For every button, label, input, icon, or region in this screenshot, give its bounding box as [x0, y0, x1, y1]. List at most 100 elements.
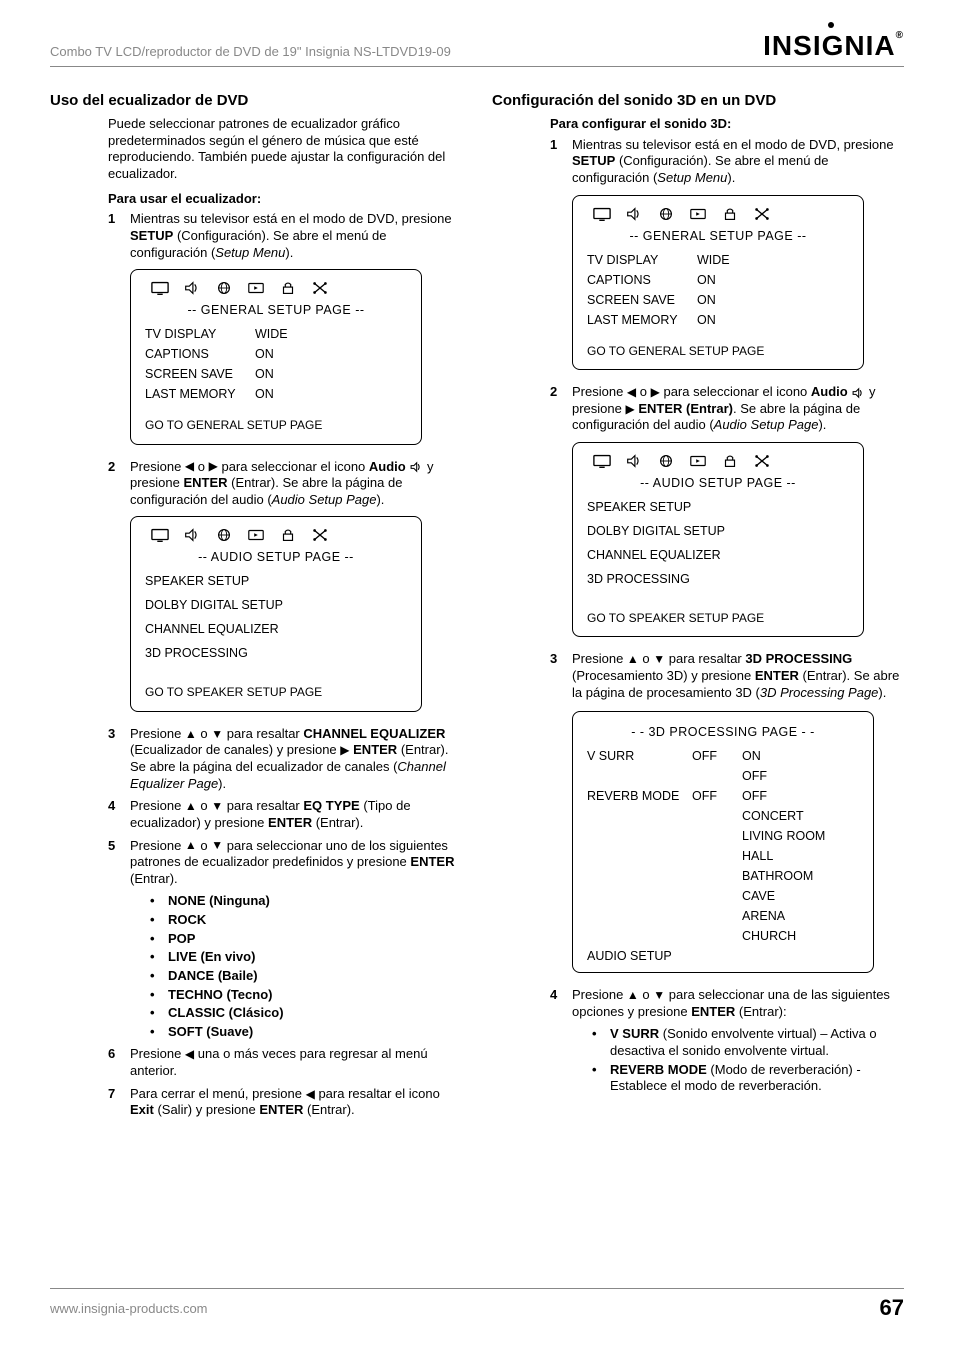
audio-icon: [183, 280, 201, 296]
audio-inline-icon: [851, 387, 865, 399]
text-italic: Audio Setup Page: [714, 417, 819, 432]
text-italic: Audio Setup Page: [272, 492, 377, 507]
menu-label: TV DISPLAY: [145, 326, 255, 342]
text: Presione: [572, 987, 627, 1002]
menu-option: OFF: [742, 788, 767, 804]
step-body: Presione ▲ o ▼ para seleccionar uno de l…: [130, 838, 462, 888]
menu-item: DOLBY DIGITAL SETUP: [587, 523, 849, 539]
menu-icon-row: [587, 206, 849, 222]
step-number: 2: [108, 459, 130, 509]
menu-row: BATHROOM: [587, 868, 859, 884]
right-subheading: Para configurar el sonido 3D:: [550, 116, 904, 133]
text-bold: Exit: [130, 1102, 154, 1117]
text-bold: LIVE (En vivo): [168, 949, 255, 966]
lock-icon: [279, 527, 297, 543]
menu-header: - - 3D PROCESSING PAGE - -: [587, 724, 859, 740]
menu-row: CONCERT: [587, 808, 859, 824]
list-item: •SOFT (Suave): [150, 1024, 462, 1041]
left-step-6: 6 Presione ◀ una o más veces para regres…: [108, 1046, 462, 1079]
bullet-icon: •: [592, 1026, 610, 1059]
text-bold: CHANNEL EQUALIZER: [303, 726, 445, 741]
text-bold: ENTER: [353, 742, 397, 757]
step-body: Presione ▲ o ▼ para resaltar 3D PROCESSI…: [572, 651, 904, 701]
right-option-list: •V SURR (Sonido envolvente virtual) – Ac…: [592, 1026, 904, 1095]
bullet-icon: •: [150, 931, 168, 948]
text: Presione: [130, 1046, 185, 1061]
right-step-1: 1 Mientras su televisor está en el modo …: [550, 137, 904, 187]
list-item: •POP: [150, 931, 462, 948]
menu-footer: GO TO GENERAL SETUP PAGE: [587, 344, 849, 359]
brand-logo: INSIGNIA®: [763, 30, 904, 62]
up-arrow-icon: ▲: [627, 988, 639, 1003]
text: Mientras su televisor está en el modo de…: [130, 211, 452, 226]
text-bold: ENTER: [259, 1102, 303, 1117]
eq-preset-list: •NONE (Ninguna) •ROCK •POP •LIVE (En viv…: [150, 893, 462, 1040]
menu-row: REVERB MODE OFF OFF: [587, 788, 859, 804]
menu-row: CAPTIONSON: [587, 272, 849, 288]
audio-icon: [183, 527, 201, 543]
video-icon: [689, 453, 707, 469]
down-arrow-icon: ▼: [211, 727, 223, 742]
audio-icon: [625, 206, 643, 222]
video-icon: [247, 527, 265, 543]
text-italic: Setup Menu: [657, 170, 727, 185]
text: o: [636, 384, 650, 399]
right-arrow-icon: ▶: [209, 459, 218, 474]
text-bold: Audio: [811, 384, 848, 399]
menu-footer: GO TO SPEAKER SETUP PAGE: [145, 685, 407, 700]
list-item: •LIVE (En vivo): [150, 949, 462, 966]
step-number: 3: [550, 651, 572, 701]
menu-header: -- GENERAL SETUP PAGE --: [587, 228, 849, 244]
menu-value: ON: [255, 346, 274, 362]
list-item: •TECHNO (Tecno): [150, 987, 462, 1004]
menu-row: TV DISPLAYWIDE: [587, 252, 849, 268]
text-italic: 3D Processing Page: [760, 685, 879, 700]
down-arrow-icon: ▼: [653, 988, 665, 1003]
text: (Entrar).: [130, 871, 178, 886]
text: o: [197, 726, 211, 741]
menu-footer: AUDIO SETUP: [587, 948, 859, 964]
bullet-icon: •: [150, 987, 168, 1004]
tv-icon: [593, 206, 611, 222]
menu-label: TV DISPLAY: [587, 252, 697, 268]
up-arrow-icon: ▲: [627, 652, 639, 667]
menu-icon-row: [145, 527, 407, 543]
step-number: 3: [108, 726, 130, 793]
globe-icon: [657, 453, 675, 469]
text-bold: ENTER: [183, 475, 227, 490]
left-step-5: 5 Presione ▲ o ▼ para seleccionar uno de…: [108, 838, 462, 888]
list-item: •V SURR (Sonido envolvente virtual) – Ac…: [592, 1026, 904, 1059]
menu-label: CAPTIONS: [587, 272, 697, 288]
text-bold: ENTER: [691, 1004, 735, 1019]
menu-label: V SURR: [587, 748, 692, 764]
content-columns: Uso del ecualizador de DVD Puede selecci…: [50, 91, 904, 1125]
menu-label: CAPTIONS: [145, 346, 255, 362]
step-body: Presione ◀ o ▶ para seleccionar el icono…: [572, 384, 904, 434]
text-bold: ENTER: [410, 854, 454, 869]
lock-icon: [279, 280, 297, 296]
left-subheading: Para usar el ecualizador:: [108, 191, 462, 208]
text-bold: NONE (Ninguna): [168, 893, 270, 910]
menu-value: WIDE: [255, 326, 288, 342]
text-bold: DANCE (Baile): [168, 968, 258, 985]
text: ).: [727, 170, 735, 185]
text: Presione: [572, 384, 627, 399]
menu-label: SCREEN SAVE: [145, 366, 255, 382]
audio-setup-menu-r: -- AUDIO SETUP PAGE -- SPEAKER SETUP DOL…: [572, 442, 864, 637]
text: o: [197, 798, 211, 813]
lock-icon: [721, 206, 739, 222]
text: Presione: [572, 651, 627, 666]
down-arrow-icon: ▼: [211, 838, 223, 853]
step-number: 1: [550, 137, 572, 187]
menu-current: OFF: [692, 788, 742, 804]
text: Para cerrar el menú, presione: [130, 1086, 306, 1101]
audio-setup-menu: -- AUDIO SETUP PAGE -- SPEAKER SETUP DOL…: [130, 516, 422, 711]
bullet-icon: •: [592, 1062, 610, 1095]
text: (Procesamiento 3D) y presione: [572, 668, 755, 683]
menu-item: CHANNEL EQUALIZER: [587, 547, 849, 563]
menu-option: CAVE: [742, 888, 775, 904]
text: Presione: [130, 838, 185, 853]
step-body: Presione ◀ o ▶ para seleccionar el icono…: [130, 459, 462, 509]
step-number: 4: [550, 987, 572, 1020]
left-step-4: 4 Presione ▲ o ▼ para resaltar EQ TYPE (…: [108, 798, 462, 831]
